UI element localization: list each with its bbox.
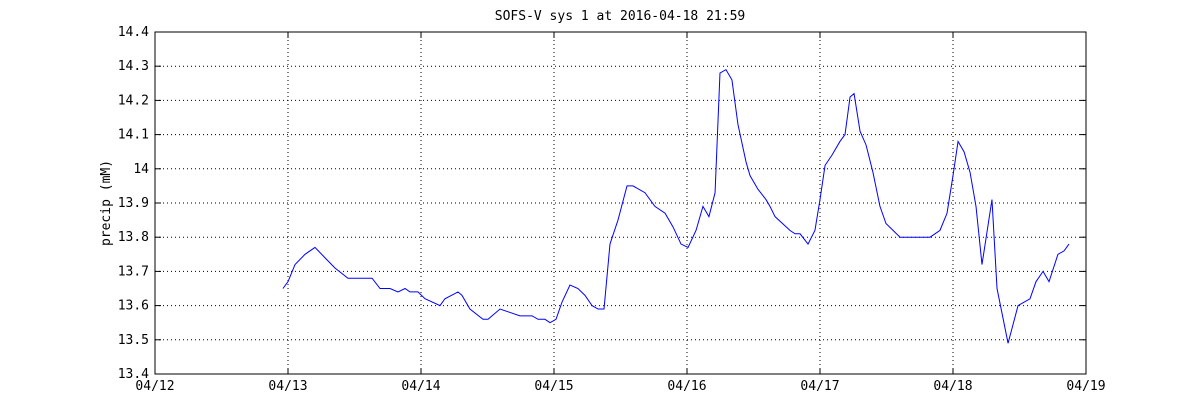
plot-frame	[154, 31, 1087, 375]
y-tick-label: 14	[133, 162, 149, 177]
y-tick-label: 13.6	[118, 299, 149, 314]
y-axis-label: precip (mM)	[99, 160, 114, 246]
y-tick-label: 14.3	[118, 59, 149, 74]
x-tick-label: 04/12	[135, 379, 174, 394]
x-tick-label: 04/17	[800, 379, 839, 394]
x-tick-label: 04/15	[534, 379, 573, 394]
x-tick-label: 04/19	[1066, 379, 1105, 394]
y-tick-label: 14.4	[118, 25, 149, 40]
y-tick-label: 14.2	[118, 93, 149, 108]
chart-title: SOFS-V sys 1 at 2016-04-18 21:59	[495, 9, 745, 24]
y-tick-label: 13.7	[118, 264, 149, 279]
y-tick-label: 13.9	[118, 196, 149, 211]
y-tick-label: 13.4	[118, 367, 149, 382]
y-tick-label: 13.5	[118, 333, 149, 348]
y-tick-label: 13.8	[118, 230, 149, 245]
data-line	[282, 68, 1070, 344]
x-tick-label: 04/16	[667, 379, 706, 394]
x-tick-label: 04/13	[268, 379, 307, 394]
x-tick-label: 04/18	[933, 379, 972, 394]
y-tick-label: 14.1	[118, 128, 149, 143]
x-tick-label: 04/14	[401, 379, 440, 394]
